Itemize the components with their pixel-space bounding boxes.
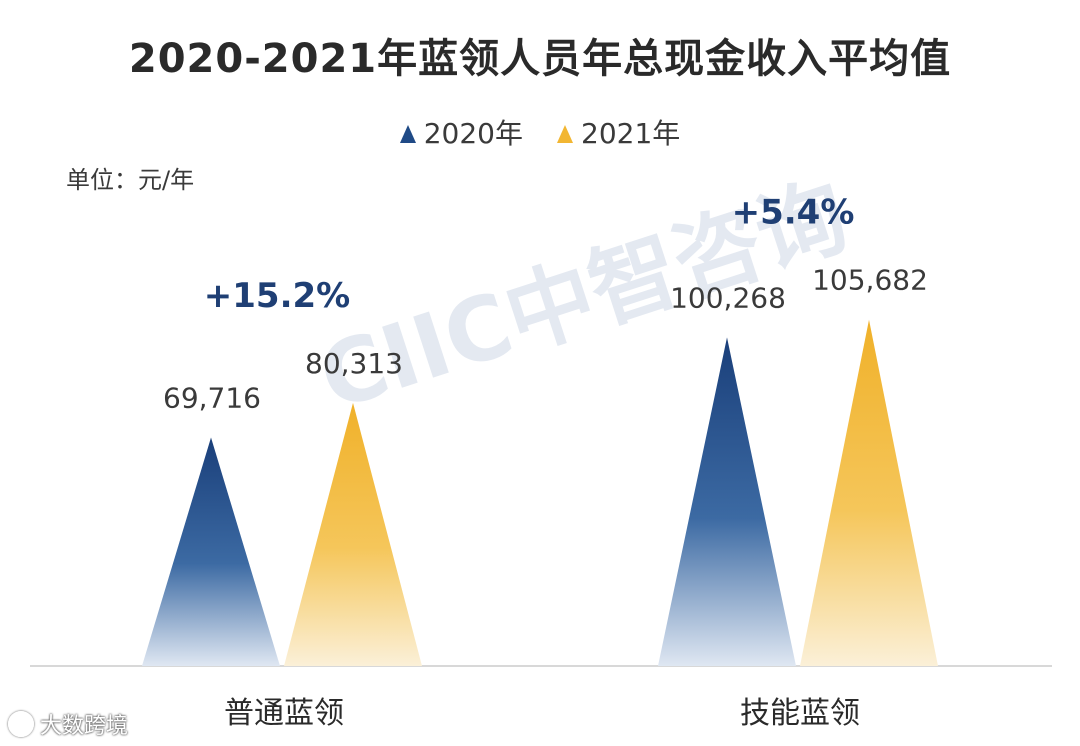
category-label-0: 普通蓝领	[224, 696, 344, 731]
footer-watermark: 大数跨境	[8, 708, 128, 740]
legend-item-2021: 2021年	[557, 112, 680, 152]
legend-label-2020: 2020年	[423, 117, 523, 150]
legend-marker-2021	[557, 125, 573, 143]
value-label-1-1: 105,682	[812, 264, 928, 297]
legend-marker-2020	[399, 125, 416, 143]
growth-label-0: +15.2%	[204, 276, 350, 316]
bar-1-1	[800, 319, 938, 666]
footer-logo-icon	[8, 711, 34, 737]
growth-label-1: +5.4%	[732, 193, 855, 233]
footer-text: 大数跨境	[40, 714, 129, 739]
legend-item-2020: 2020年	[399, 112, 523, 152]
category-label-1: 技能蓝领	[740, 696, 860, 731]
unit-label: 单位：元/年	[66, 166, 195, 194]
bar-0-1	[284, 402, 422, 666]
chart-title: 2020-2021年蓝领人员年总现金收入平均值	[128, 36, 952, 82]
value-label-0-0: 69,716	[163, 382, 261, 415]
bar-0-0	[142, 437, 280, 666]
legend-label-2021: 2021年	[581, 117, 681, 150]
value-label-0-1: 80,313	[305, 347, 403, 380]
legend: 2020年 2021年	[0, 112, 1080, 152]
bar-1-0	[658, 337, 796, 666]
value-label-1-0: 100,268	[670, 281, 786, 314]
